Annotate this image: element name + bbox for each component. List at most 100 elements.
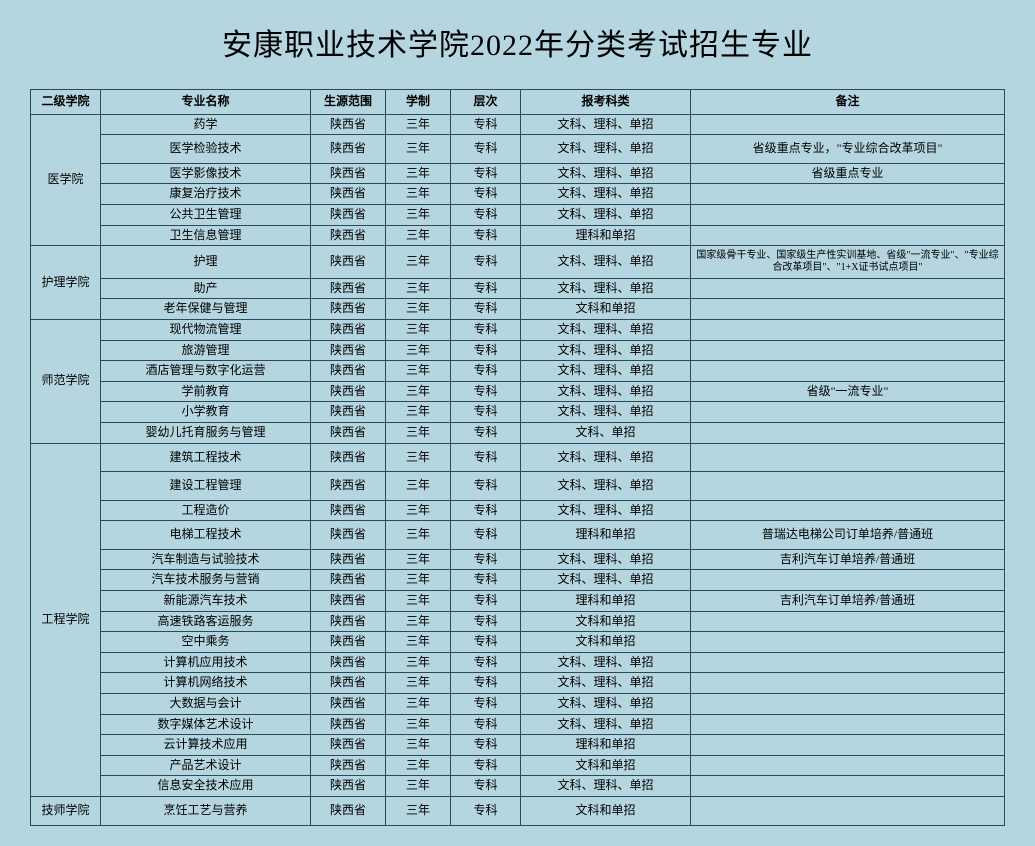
- duration-cell: 三年: [386, 632, 451, 653]
- table-row: 汽车制造与试验技术 陕西省 三年 专科 文科、理科、单招 吉利汽车订单培养/普通…: [31, 549, 1005, 570]
- level-cell: 专科: [451, 714, 521, 735]
- note-cell: [691, 340, 1005, 361]
- duration-cell: 三年: [386, 652, 451, 673]
- level-cell: 专科: [451, 755, 521, 776]
- source-cell: 陕西省: [311, 611, 386, 632]
- duration-cell: 三年: [386, 184, 451, 205]
- note-cell: [691, 422, 1005, 443]
- level-cell: 专科: [451, 225, 521, 246]
- table-row: 医学院 药学 陕西省 三年 专科 文科、理科、单招: [31, 114, 1005, 135]
- source-cell: 陕西省: [311, 402, 386, 423]
- source-cell: 陕西省: [311, 361, 386, 382]
- th-source: 生源范围: [311, 90, 386, 115]
- source-cell: 陕西省: [311, 673, 386, 694]
- major-cell: 药学: [101, 114, 311, 135]
- duration-cell: 三年: [386, 246, 451, 279]
- major-cell: 数字媒体艺术设计: [101, 714, 311, 735]
- table-row: 大数据与会计 陕西省 三年 专科 文科、理科、单招: [31, 694, 1005, 715]
- table-row: 技师学院 烹饪工艺与营养 陕西省 三年 专科 文科和单招: [31, 797, 1005, 826]
- major-cell: 建筑工程技术: [101, 443, 311, 472]
- source-cell: 陕西省: [311, 570, 386, 591]
- note-cell: 省级"一流专业": [691, 381, 1005, 402]
- major-cell: 老年保健与管理: [101, 299, 311, 320]
- note-cell: [691, 319, 1005, 340]
- category-cell: 理科和单招: [521, 591, 691, 612]
- college-cell: 技师学院: [31, 797, 101, 826]
- duration-cell: 三年: [386, 381, 451, 402]
- note-cell: [691, 797, 1005, 826]
- duration-cell: 三年: [386, 361, 451, 382]
- major-cell: 云计算技术应用: [101, 735, 311, 756]
- duration-cell: 三年: [386, 340, 451, 361]
- source-cell: 陕西省: [311, 549, 386, 570]
- table-row: 新能源汽车技术 陕西省 三年 专科 理科和单招 吉利汽车订单培养/普通班: [31, 591, 1005, 612]
- enrollment-table: 二级学院 专业名称 生源范围 学制 层次 报考科类 备注 医学院 药学 陕西省 …: [30, 89, 1005, 826]
- level-cell: 专科: [451, 278, 521, 299]
- category-cell: 文科、理科、单招: [521, 163, 691, 184]
- major-cell: 电梯工程技术: [101, 521, 311, 550]
- level-cell: 专科: [451, 570, 521, 591]
- level-cell: 专科: [451, 163, 521, 184]
- level-cell: 专科: [451, 652, 521, 673]
- level-cell: 专科: [451, 549, 521, 570]
- category-cell: 文科、理科、单招: [521, 184, 691, 205]
- note-cell: [691, 500, 1005, 521]
- table-row: 康复治疗技术 陕西省 三年 专科 文科、理科、单招: [31, 184, 1005, 205]
- source-cell: 陕西省: [311, 319, 386, 340]
- note-cell: [691, 611, 1005, 632]
- table-row: 计算机网络技术 陕西省 三年 专科 文科、理科、单招: [31, 673, 1005, 694]
- note-cell: [691, 299, 1005, 320]
- level-cell: 专科: [451, 591, 521, 612]
- duration-cell: 三年: [386, 114, 451, 135]
- th-college: 二级学院: [31, 90, 101, 115]
- major-cell: 现代物流管理: [101, 319, 311, 340]
- duration-cell: 三年: [386, 521, 451, 550]
- th-duration: 学制: [386, 90, 451, 115]
- note-cell: [691, 694, 1005, 715]
- major-cell: 高速铁路客运服务: [101, 611, 311, 632]
- source-cell: 陕西省: [311, 299, 386, 320]
- level-cell: 专科: [451, 472, 521, 501]
- college-cell: 师范学院: [31, 319, 101, 443]
- table-row: 护理学院 护理 陕西省 三年 专科 文科、理科、单招 国家级骨干专业、国家级生产…: [31, 246, 1005, 279]
- source-cell: 陕西省: [311, 135, 386, 164]
- note-cell: [691, 714, 1005, 735]
- duration-cell: 三年: [386, 402, 451, 423]
- level-cell: 专科: [451, 135, 521, 164]
- duration-cell: 三年: [386, 755, 451, 776]
- note-cell: [691, 673, 1005, 694]
- note-cell: [691, 361, 1005, 382]
- table-row: 高速铁路客运服务 陕西省 三年 专科 文科和单招: [31, 611, 1005, 632]
- source-cell: 陕西省: [311, 521, 386, 550]
- th-note: 备注: [691, 90, 1005, 115]
- duration-cell: 三年: [386, 714, 451, 735]
- category-cell: 理科和单招: [521, 225, 691, 246]
- major-cell: 助产: [101, 278, 311, 299]
- level-cell: 专科: [451, 673, 521, 694]
- major-cell: 大数据与会计: [101, 694, 311, 715]
- source-cell: 陕西省: [311, 225, 386, 246]
- category-cell: 文科、理科、单招: [521, 135, 691, 164]
- category-cell: 文科和单招: [521, 632, 691, 653]
- duration-cell: 三年: [386, 694, 451, 715]
- level-cell: 专科: [451, 361, 521, 382]
- level-cell: 专科: [451, 443, 521, 472]
- category-cell: 文科、理科、单招: [521, 673, 691, 694]
- college-cell: 医学院: [31, 114, 101, 246]
- source-cell: 陕西省: [311, 114, 386, 135]
- table-row: 汽车技术服务与营销 陕西省 三年 专科 文科、理科、单招: [31, 570, 1005, 591]
- category-cell: 文科、理科、单招: [521, 549, 691, 570]
- duration-cell: 三年: [386, 735, 451, 756]
- level-cell: 专科: [451, 694, 521, 715]
- source-cell: 陕西省: [311, 694, 386, 715]
- table-row: 数字媒体艺术设计 陕西省 三年 专科 文科、理科、单招: [31, 714, 1005, 735]
- major-cell: 计算机网络技术: [101, 673, 311, 694]
- note-cell: 省级重点专业: [691, 163, 1005, 184]
- table-row: 助产 陕西省 三年 专科 文科、理科、单招: [31, 278, 1005, 299]
- source-cell: 陕西省: [311, 246, 386, 279]
- table-row: 云计算技术应用 陕西省 三年 专科 理科和单招: [31, 735, 1005, 756]
- duration-cell: 三年: [386, 591, 451, 612]
- table-row: 老年保健与管理 陕西省 三年 专科 文科和单招: [31, 299, 1005, 320]
- category-cell: 文科、理科、单招: [521, 381, 691, 402]
- th-category: 报考科类: [521, 90, 691, 115]
